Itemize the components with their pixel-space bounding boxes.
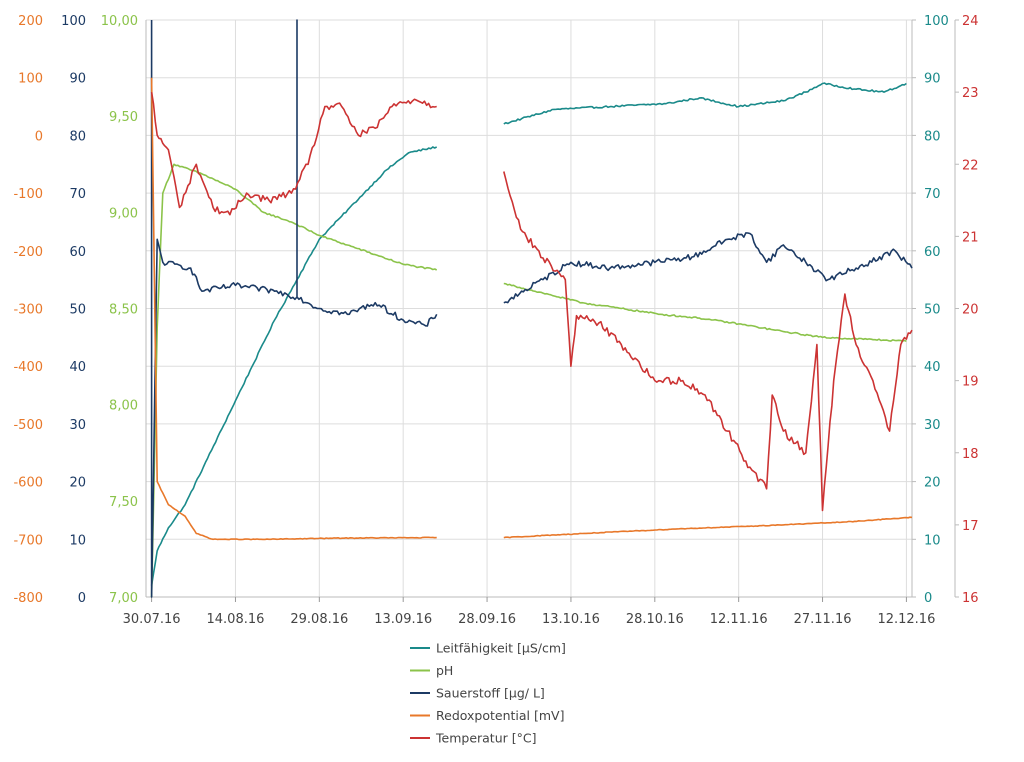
conductivity-tick-label: 80: [924, 129, 941, 144]
legend: Leitfähigkeit [µS/cm] pH Sauerstoff [µg/ L…: [410, 641, 566, 746]
ph-tick-label: 9,50: [109, 110, 138, 125]
series-line-conductivity-1: [503, 82, 907, 125]
redox-tick-label: -700: [13, 533, 43, 548]
x-tick-label: 30.07.16: [123, 612, 181, 627]
conductivity-tick-label: 90: [924, 72, 941, 87]
series-line-ph-1: [503, 282, 907, 342]
redox-tick-label: -500: [13, 418, 43, 433]
oxygen-tick-label: 0: [78, 591, 86, 606]
conductivity-tick-label: 50: [924, 303, 941, 318]
x-tick-label: 12.11.16: [710, 612, 768, 627]
oxygen-tick-label: 50: [69, 303, 86, 318]
legend-label-redox: Redoxpotential [mV]: [436, 708, 564, 723]
x-tick-label: 27.11.16: [794, 612, 852, 627]
conductivity-tick-label: 0: [924, 591, 932, 606]
temperature-tick-label: 17: [962, 519, 979, 534]
ph-tick-label: 8,50: [109, 303, 138, 318]
oxygen-tick-label: 20: [69, 476, 86, 491]
legend-label-temperature: Temperatur [°C]: [435, 731, 536, 746]
redox-tick-label: 100: [18, 72, 43, 87]
series-line-ph-0: [150, 163, 438, 598]
conductivity-tick-label: 70: [924, 187, 941, 202]
conductivity-tick-label: 40: [924, 360, 941, 375]
axes: 2001000-100-200-300-400-500-600-700-8001…: [13, 14, 978, 627]
grid-lines: [146, 19, 912, 598]
conductivity-tick-label: 20: [924, 476, 941, 491]
conductivity-tick-label: 60: [924, 245, 941, 260]
ph-tick-label: 7,50: [109, 495, 138, 510]
temperature-tick-label: 21: [962, 230, 979, 245]
x-tick-label: 13.10.16: [542, 612, 600, 627]
oxygen-tick-label: 80: [69, 129, 86, 144]
x-tick-label: 14.08.16: [207, 612, 265, 627]
series-line-temperature-1: [503, 171, 913, 512]
ph-tick-label: 9,00: [109, 206, 138, 221]
series-line-temperature-0: [150, 91, 437, 216]
temperature-tick-label: 18: [962, 447, 979, 462]
ph-tick-label: 10,00: [101, 14, 138, 29]
oxygen-tick-label: 40: [69, 360, 86, 375]
series-line-redox-1: [503, 516, 913, 539]
temperature-tick-label: 16: [962, 591, 979, 606]
temperature-tick-label: 22: [962, 158, 979, 173]
series-line-conductivity-0: [150, 146, 438, 586]
temperature-tick-label: 20: [962, 303, 979, 318]
temperature-tick-label: 19: [962, 375, 979, 390]
ph-tick-label: 7,00: [109, 591, 138, 606]
redox-tick-label: 0: [35, 129, 43, 144]
series-lines: [150, 19, 913, 598]
oxygen-tick-label: 100: [61, 14, 86, 29]
redox-tick-label: -300: [13, 303, 43, 318]
redox-tick-label: -800: [13, 591, 43, 606]
x-tick-label: 28.09.16: [458, 612, 516, 627]
oxygen-tick-label: 70: [69, 187, 86, 202]
conductivity-tick-label: 100: [924, 14, 949, 29]
redox-tick-label: 200: [18, 14, 43, 29]
legend-label-ph: pH: [436, 663, 453, 678]
oxygen-tick-label: 30: [69, 418, 86, 433]
x-tick-label: 29.08.16: [290, 612, 348, 627]
redox-tick-label: -600: [13, 476, 43, 491]
x-tick-label: 13.09.16: [374, 612, 432, 627]
legend-label-conductivity: Leitfähigkeit [µS/cm]: [436, 641, 566, 656]
oxygen-tick-label: 10: [69, 533, 86, 548]
redox-tick-label: -200: [13, 245, 43, 260]
series-line-oxygen-0: [150, 19, 438, 598]
legend-label-oxygen: Sauerstoff [µg/ L]: [436, 686, 545, 701]
oxygen-tick-label: 90: [69, 72, 86, 87]
x-tick-label: 12.12.16: [877, 612, 935, 627]
conductivity-tick-label: 30: [924, 418, 941, 433]
conductivity-tick-label: 10: [924, 533, 941, 548]
redox-tick-label: -100: [13, 187, 43, 202]
temperature-tick-label: 23: [962, 86, 979, 101]
temperature-tick-label: 24: [962, 14, 979, 29]
oxygen-tick-label: 60: [69, 245, 86, 260]
series-line-redox-0: [150, 77, 437, 541]
x-tick-label: 28.10.16: [626, 612, 684, 627]
ph-tick-label: 8,00: [109, 399, 138, 414]
series-line-oxygen-1: [503, 232, 913, 304]
redox-tick-label: -400: [13, 360, 43, 375]
